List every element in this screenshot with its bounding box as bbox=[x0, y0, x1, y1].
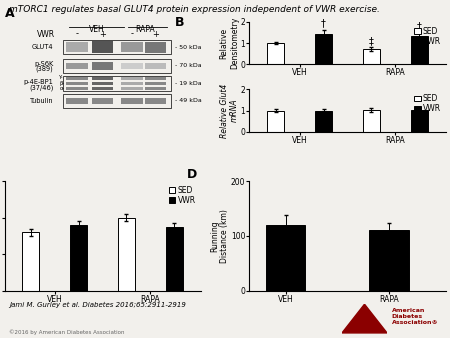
Legend: SED, VWR: SED, VWR bbox=[413, 26, 442, 46]
Text: †: † bbox=[321, 19, 326, 28]
Text: VEH: VEH bbox=[89, 25, 104, 34]
Text: - 70 kDa: - 70 kDa bbox=[175, 63, 202, 68]
Text: β-: β- bbox=[59, 81, 65, 86]
Bar bbox=[70, 225, 87, 291]
Legend: SED, VWR: SED, VWR bbox=[168, 185, 197, 206]
Text: Tubulin: Tubulin bbox=[30, 98, 54, 104]
FancyBboxPatch shape bbox=[121, 63, 143, 69]
Text: American
Diabetes
Association®: American Diabetes Association® bbox=[392, 308, 438, 325]
FancyBboxPatch shape bbox=[66, 42, 88, 52]
Y-axis label: Relative Glut4
mRNA: Relative Glut4 mRNA bbox=[220, 83, 239, 138]
Text: -: - bbox=[130, 29, 133, 39]
FancyBboxPatch shape bbox=[121, 98, 143, 104]
FancyBboxPatch shape bbox=[144, 77, 166, 80]
Bar bbox=[63, 76, 171, 91]
Bar bbox=[63, 40, 171, 54]
Text: α-: α- bbox=[59, 87, 65, 91]
Text: GLUT4: GLUT4 bbox=[32, 44, 54, 50]
Bar bbox=[63, 59, 171, 73]
FancyBboxPatch shape bbox=[121, 42, 143, 52]
Text: (37/46): (37/46) bbox=[29, 84, 54, 91]
Bar bbox=[166, 227, 183, 291]
Bar bbox=[411, 36, 428, 64]
Bar bbox=[267, 43, 284, 64]
FancyBboxPatch shape bbox=[121, 77, 143, 80]
Y-axis label: Relative
Densitometry: Relative Densitometry bbox=[220, 17, 239, 69]
Text: ‡: ‡ bbox=[369, 37, 374, 46]
Y-axis label: Running
Distance (km): Running Distance (km) bbox=[210, 209, 230, 263]
Text: D: D bbox=[187, 168, 197, 181]
FancyBboxPatch shape bbox=[144, 42, 166, 53]
Bar bbox=[266, 225, 306, 291]
Text: +: + bbox=[99, 29, 106, 39]
FancyBboxPatch shape bbox=[121, 87, 143, 90]
Text: RAPA: RAPA bbox=[136, 25, 156, 34]
FancyBboxPatch shape bbox=[66, 98, 88, 104]
Text: VWR: VWR bbox=[37, 29, 55, 39]
FancyBboxPatch shape bbox=[92, 77, 113, 80]
Bar bbox=[315, 33, 332, 64]
Bar bbox=[369, 231, 409, 291]
Bar bbox=[363, 49, 380, 64]
Text: -: - bbox=[76, 29, 78, 39]
Text: p-4E-BP1: p-4E-BP1 bbox=[24, 79, 54, 85]
Bar bbox=[63, 94, 171, 108]
FancyBboxPatch shape bbox=[92, 98, 113, 104]
Text: p-S6K: p-S6K bbox=[34, 61, 54, 67]
Text: mTORC1 regulates basal GLUT4 protein expression independent of VWR exercise.: mTORC1 regulates basal GLUT4 protein exp… bbox=[9, 5, 380, 14]
Text: A: A bbox=[4, 7, 14, 20]
Text: - 19 kDa: - 19 kDa bbox=[175, 81, 202, 86]
FancyBboxPatch shape bbox=[66, 87, 88, 90]
Text: (389): (389) bbox=[36, 66, 54, 72]
Text: †: † bbox=[417, 21, 422, 31]
FancyBboxPatch shape bbox=[144, 63, 166, 69]
Bar bbox=[118, 218, 135, 291]
Bar bbox=[267, 111, 284, 131]
FancyBboxPatch shape bbox=[144, 82, 166, 85]
Polygon shape bbox=[342, 304, 387, 333]
Bar bbox=[22, 232, 39, 291]
FancyBboxPatch shape bbox=[66, 63, 88, 69]
Bar bbox=[315, 111, 332, 131]
FancyBboxPatch shape bbox=[66, 77, 88, 80]
Bar bbox=[411, 110, 428, 131]
Text: Y-: Y- bbox=[59, 75, 64, 80]
FancyBboxPatch shape bbox=[92, 82, 113, 85]
FancyBboxPatch shape bbox=[92, 62, 113, 70]
FancyBboxPatch shape bbox=[92, 41, 113, 53]
FancyBboxPatch shape bbox=[92, 87, 113, 90]
Text: Jami M. Gurley et al. Diabetes 2016;65:2911-2919: Jami M. Gurley et al. Diabetes 2016;65:2… bbox=[9, 301, 186, 308]
Text: ©2016 by American Diabetes Association: ©2016 by American Diabetes Association bbox=[9, 329, 125, 335]
Bar bbox=[363, 110, 380, 131]
Text: - 49 kDa: - 49 kDa bbox=[175, 98, 202, 103]
FancyBboxPatch shape bbox=[144, 98, 166, 104]
FancyBboxPatch shape bbox=[144, 87, 166, 90]
FancyBboxPatch shape bbox=[66, 82, 88, 85]
Text: - 50 kDa: - 50 kDa bbox=[175, 45, 202, 50]
Text: B: B bbox=[175, 16, 184, 29]
FancyBboxPatch shape bbox=[121, 82, 143, 85]
Legend: SED, VWR: SED, VWR bbox=[413, 93, 442, 114]
Text: +: + bbox=[152, 29, 159, 39]
